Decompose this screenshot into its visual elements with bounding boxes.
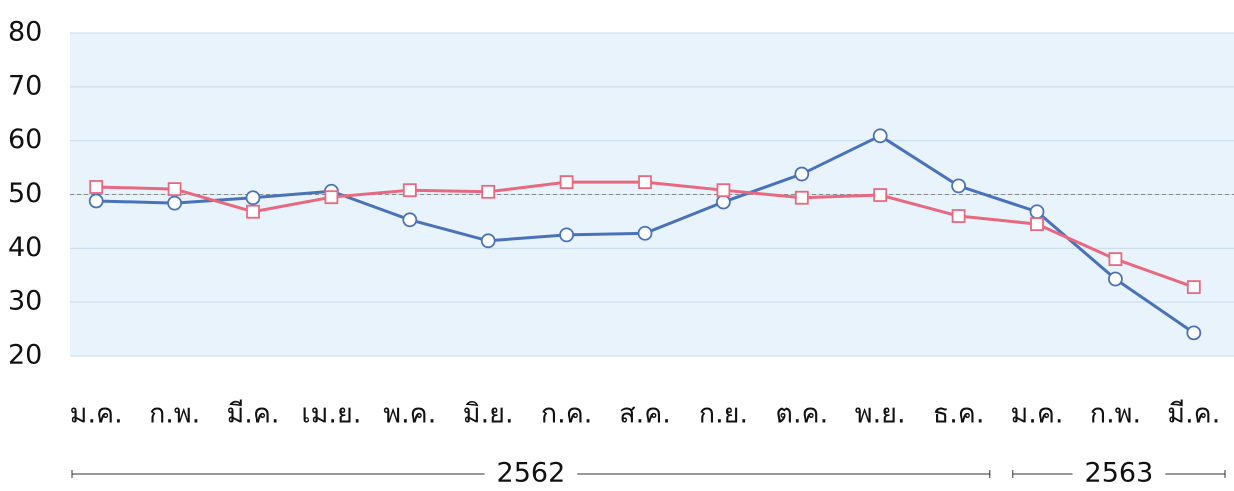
marker (638, 175, 652, 190)
marker (480, 233, 496, 249)
marker (1030, 217, 1044, 232)
y-tick-label: 60 (8, 124, 42, 155)
marker (951, 209, 966, 223)
y-tick-label: 80 (8, 17, 42, 48)
marker (402, 183, 417, 198)
group-label: 2562 (497, 458, 566, 489)
marker (1029, 204, 1045, 220)
marker (88, 193, 104, 209)
x-tick-label: ม.ค. (70, 399, 123, 430)
marker (559, 175, 574, 190)
x-tick-label: ม.ค. (1010, 399, 1063, 430)
marker (324, 190, 339, 205)
marker (481, 184, 496, 199)
x-tick-label: มี.ค. (1167, 399, 1220, 430)
marker (951, 178, 966, 194)
marker (716, 194, 731, 210)
marker (716, 183, 731, 198)
marker (637, 225, 653, 241)
y-tick-label: 30 (8, 286, 42, 317)
marker (246, 204, 260, 219)
marker (402, 212, 418, 228)
x-tick-label: มิ.ย. (463, 399, 514, 430)
x-tick-label: พ.ย. (855, 399, 906, 430)
x-tick-label: ก.ย. (699, 399, 748, 430)
x-tick-label: ก.พ. (1090, 399, 1141, 430)
y-tick-label: 40 (8, 232, 42, 263)
x-tick-label: ก.พ. (149, 399, 200, 430)
marker (794, 190, 809, 205)
x-tick-label: พ.ค. (383, 399, 436, 430)
marker (872, 128, 888, 144)
y-tick-label: 70 (8, 70, 42, 101)
marker (245, 190, 261, 206)
marker (1108, 271, 1123, 287)
x-tick-label: ก.ค. (541, 399, 593, 430)
x-tick-label: มี.ค. (226, 399, 279, 430)
marker (1186, 280, 1201, 294)
marker (1108, 252, 1123, 267)
marker (794, 166, 810, 182)
group-label: 2563 (1085, 458, 1154, 489)
x-tick-label: ส.ค. (619, 399, 671, 430)
marker (167, 195, 183, 211)
y-tick-label: 50 (8, 178, 42, 209)
marker (1186, 325, 1202, 341)
marker (559, 227, 574, 243)
marker (873, 188, 888, 202)
x-tick-label: เม.ย. (301, 399, 361, 430)
x-tick-label: ธ.ค. (933, 399, 985, 430)
y-tick-label: 20 (8, 340, 42, 371)
marker (89, 180, 104, 194)
marker (167, 182, 182, 197)
x-tick-label: ต.ค. (775, 399, 828, 430)
